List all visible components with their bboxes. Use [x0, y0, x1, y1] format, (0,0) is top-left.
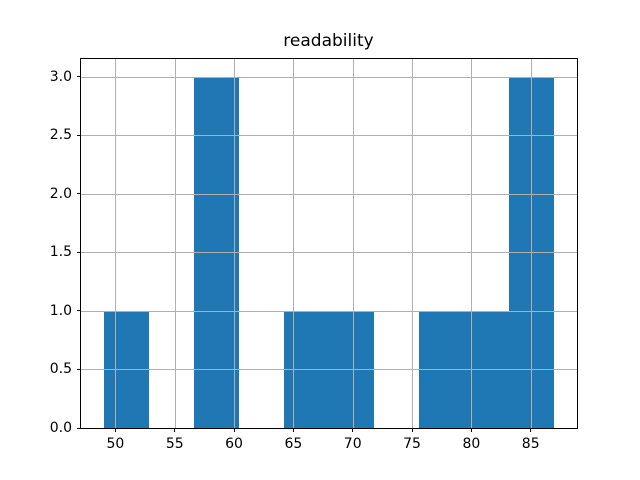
- x-tick-label: 85: [521, 436, 540, 452]
- y-tick-mark: [77, 368, 81, 370]
- grid-line-vertical: [115, 59, 117, 428]
- y-tick-label: 1.5: [49, 244, 72, 261]
- x-tick-mark: [411, 428, 413, 432]
- x-tick-mark: [114, 428, 116, 432]
- y-tick-mark: [77, 310, 81, 312]
- grid-line-vertical: [352, 59, 354, 428]
- grid-line-horizontal: [81, 193, 577, 195]
- grid-line-vertical: [234, 59, 236, 428]
- grid-line-horizontal: [81, 310, 577, 312]
- plot-area: 50 55 60 65 70 75 80 85 0.0 0.5 1.0 1.5 2.0 2.5 3.0: [50, 58, 578, 452]
- grid-line-horizontal: [81, 135, 577, 137]
- y-tick-label: 1.0: [49, 302, 72, 319]
- grid-line-horizontal: [81, 369, 577, 371]
- y-tick-label: 0.0: [49, 420, 72, 436]
- y-tick-mark: [77, 427, 81, 429]
- x-tick-label: 65: [284, 436, 303, 452]
- grid-line-vertical: [530, 59, 532, 428]
- x-tick-mark: [470, 428, 472, 432]
- y-tick-mark: [77, 193, 81, 195]
- y-tick-label: 2.0: [49, 185, 72, 202]
- y-tick-label: 3.0: [49, 68, 72, 85]
- x-tick-mark: [352, 428, 354, 432]
- x-tick-mark: [174, 428, 176, 432]
- chart-title: readability: [283, 31, 374, 51]
- y-tick-mark: [77, 76, 81, 78]
- x-tick-label: 80: [462, 436, 481, 452]
- y-tick-mark: [77, 134, 81, 136]
- grid-line-horizontal: [81, 76, 577, 78]
- x-tick-label: 55: [165, 436, 184, 452]
- y-tick-label: 2.5: [49, 127, 72, 144]
- y-tick-label: 0.5: [49, 361, 72, 378]
- grid-line-vertical: [471, 59, 473, 428]
- x-tick-label: 70: [343, 436, 362, 452]
- x-tick-label: 60: [225, 436, 243, 452]
- x-tick-mark: [233, 428, 235, 432]
- x-tick-label: 75: [403, 436, 421, 452]
- grid-line-vertical: [174, 59, 176, 428]
- x-tick-mark: [292, 428, 294, 432]
- x-tick-mark: [530, 428, 532, 432]
- grid-line-vertical: [293, 59, 295, 428]
- grid-line-vertical: [412, 59, 414, 428]
- x-tick-label: 50: [106, 436, 125, 452]
- y-tick-mark: [77, 251, 81, 253]
- grid-line-horizontal: [81, 252, 577, 254]
